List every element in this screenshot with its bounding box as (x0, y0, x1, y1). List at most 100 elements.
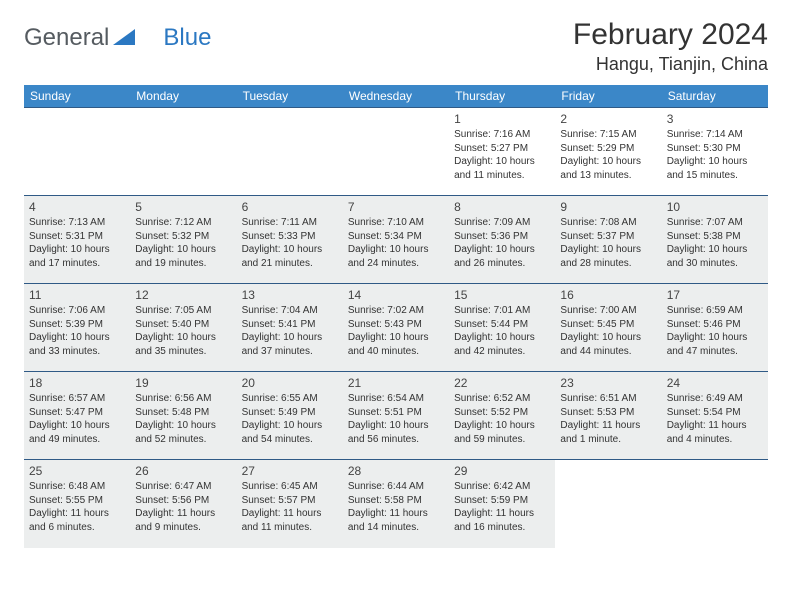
cell-sunset: Sunset: 5:51 PM (348, 406, 444, 420)
cell-sunrise: Sunrise: 6:57 AM (29, 392, 125, 406)
cell-day1: Daylight: 10 hours (348, 331, 444, 345)
cell-day1: Daylight: 10 hours (454, 331, 550, 345)
calendar-cell: 11Sunrise: 7:06 AMSunset: 5:39 PMDayligh… (24, 284, 130, 372)
cell-day1: Daylight: 11 hours (135, 507, 231, 521)
cell-sunset: Sunset: 5:44 PM (454, 318, 550, 332)
cell-day1: Daylight: 10 hours (667, 331, 763, 345)
calendar-table: SundayMondayTuesdayWednesdayThursdayFrid… (24, 85, 768, 548)
cell-day2: and 11 minutes. (454, 169, 550, 183)
month-title: February 2024 (573, 18, 768, 52)
day-number: 11 (29, 287, 125, 303)
calendar-cell: 1Sunrise: 7:16 AMSunset: 5:27 PMDaylight… (449, 108, 555, 196)
day-number: 10 (667, 199, 763, 215)
cell-sunset: Sunset: 5:57 PM (242, 494, 338, 508)
cell-day1: Daylight: 10 hours (29, 331, 125, 345)
cell-sunrise: Sunrise: 7:04 AM (242, 304, 338, 318)
day-number: 29 (454, 463, 550, 479)
cell-day2: and 52 minutes. (135, 433, 231, 447)
cell-sunrise: Sunrise: 7:07 AM (667, 216, 763, 230)
cell-sunset: Sunset: 5:38 PM (667, 230, 763, 244)
cell-day2: and 37 minutes. (242, 345, 338, 359)
calendar-cell: 18Sunrise: 6:57 AMSunset: 5:47 PMDayligh… (24, 372, 130, 460)
cell-sunrise: Sunrise: 6:44 AM (348, 480, 444, 494)
title-block: February 2024 Hangu, Tianjin, China (573, 18, 768, 75)
day-number: 8 (454, 199, 550, 215)
calendar-cell: 16Sunrise: 7:00 AMSunset: 5:45 PMDayligh… (555, 284, 661, 372)
day-number: 7 (348, 199, 444, 215)
calendar-cell: 3Sunrise: 7:14 AMSunset: 5:30 PMDaylight… (662, 108, 768, 196)
cell-day2: and 9 minutes. (135, 521, 231, 535)
day-number: 13 (242, 287, 338, 303)
calendar-week-row: 25Sunrise: 6:48 AMSunset: 5:55 PMDayligh… (24, 460, 768, 548)
day-header: Friday (555, 85, 661, 108)
cell-sunset: Sunset: 5:48 PM (135, 406, 231, 420)
cell-sunset: Sunset: 5:41 PM (242, 318, 338, 332)
cell-day1: Daylight: 11 hours (29, 507, 125, 521)
cell-day1: Daylight: 10 hours (29, 243, 125, 257)
cell-sunset: Sunset: 5:39 PM (29, 318, 125, 332)
cell-sunrise: Sunrise: 6:45 AM (242, 480, 338, 494)
cell-sunset: Sunset: 5:52 PM (454, 406, 550, 420)
cell-day2: and 54 minutes. (242, 433, 338, 447)
day-number: 24 (667, 375, 763, 391)
cell-sunset: Sunset: 5:36 PM (454, 230, 550, 244)
cell-day1: Daylight: 10 hours (29, 419, 125, 433)
cell-sunset: Sunset: 5:40 PM (135, 318, 231, 332)
calendar-cell: 4Sunrise: 7:13 AMSunset: 5:31 PMDaylight… (24, 196, 130, 284)
cell-sunrise: Sunrise: 7:00 AM (560, 304, 656, 318)
cell-sunset: Sunset: 5:46 PM (667, 318, 763, 332)
day-number: 1 (454, 111, 550, 127)
cell-day1: Daylight: 11 hours (242, 507, 338, 521)
cell-sunrise: Sunrise: 7:09 AM (454, 216, 550, 230)
calendar-week-row: 4Sunrise: 7:13 AMSunset: 5:31 PMDaylight… (24, 196, 768, 284)
cell-day2: and 40 minutes. (348, 345, 444, 359)
day-number: 2 (560, 111, 656, 127)
day-number: 16 (560, 287, 656, 303)
cell-day1: Daylight: 10 hours (348, 243, 444, 257)
cell-day2: and 6 minutes. (29, 521, 125, 535)
day-number: 18 (29, 375, 125, 391)
cell-sunset: Sunset: 5:30 PM (667, 142, 763, 156)
day-number: 20 (242, 375, 338, 391)
calendar-cell: 5Sunrise: 7:12 AMSunset: 5:32 PMDaylight… (130, 196, 236, 284)
cell-day1: Daylight: 10 hours (560, 243, 656, 257)
cell-day1: Daylight: 11 hours (348, 507, 444, 521)
cell-day2: and 21 minutes. (242, 257, 338, 271)
calendar-cell: 24Sunrise: 6:49 AMSunset: 5:54 PMDayligh… (662, 372, 768, 460)
day-number: 23 (560, 375, 656, 391)
location: Hangu, Tianjin, China (573, 54, 768, 75)
day-number: 17 (667, 287, 763, 303)
day-number: 27 (242, 463, 338, 479)
day-number: 26 (135, 463, 231, 479)
cell-day2: and 44 minutes. (560, 345, 656, 359)
cell-sunset: Sunset: 5:29 PM (560, 142, 656, 156)
cell-day2: and 24 minutes. (348, 257, 444, 271)
day-number: 12 (135, 287, 231, 303)
cell-day2: and 19 minutes. (135, 257, 231, 271)
cell-day2: and 49 minutes. (29, 433, 125, 447)
cell-sunset: Sunset: 5:37 PM (560, 230, 656, 244)
cell-sunrise: Sunrise: 7:06 AM (29, 304, 125, 318)
calendar-cell: 23Sunrise: 6:51 AMSunset: 5:53 PMDayligh… (555, 372, 661, 460)
cell-day2: and 13 minutes. (560, 169, 656, 183)
cell-day2: and 33 minutes. (29, 345, 125, 359)
cell-day1: Daylight: 10 hours (135, 331, 231, 345)
cell-sunrise: Sunrise: 6:56 AM (135, 392, 231, 406)
cell-day1: Daylight: 10 hours (454, 243, 550, 257)
day-number: 9 (560, 199, 656, 215)
cell-sunrise: Sunrise: 7:11 AM (242, 216, 338, 230)
calendar-week-row: 11Sunrise: 7:06 AMSunset: 5:39 PMDayligh… (24, 284, 768, 372)
cell-day1: Daylight: 11 hours (454, 507, 550, 521)
day-number: 19 (135, 375, 231, 391)
cell-day1: Daylight: 10 hours (560, 155, 656, 169)
cell-sunrise: Sunrise: 7:01 AM (454, 304, 550, 318)
cell-sunrise: Sunrise: 6:59 AM (667, 304, 763, 318)
cell-sunset: Sunset: 5:58 PM (348, 494, 444, 508)
calendar-cell: 14Sunrise: 7:02 AMSunset: 5:43 PMDayligh… (343, 284, 449, 372)
calendar-cell: 27Sunrise: 6:45 AMSunset: 5:57 PMDayligh… (237, 460, 343, 548)
cell-day2: and 59 minutes. (454, 433, 550, 447)
cell-day2: and 14 minutes. (348, 521, 444, 535)
calendar-cell: 20Sunrise: 6:55 AMSunset: 5:49 PMDayligh… (237, 372, 343, 460)
cell-sunrise: Sunrise: 7:13 AM (29, 216, 125, 230)
cell-day1: Daylight: 10 hours (667, 243, 763, 257)
